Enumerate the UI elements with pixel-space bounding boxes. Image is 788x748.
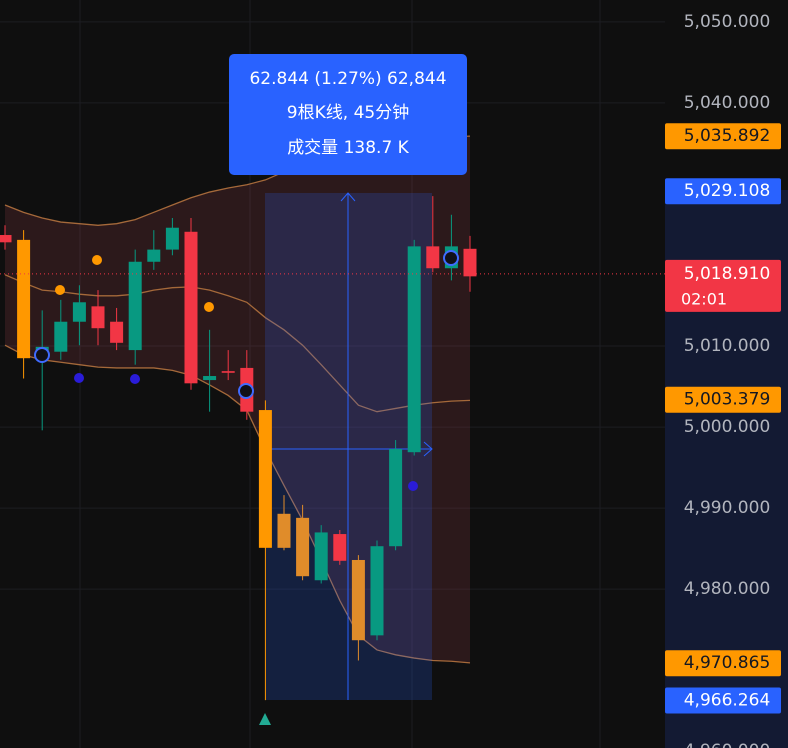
price-label-box	[665, 178, 781, 205]
signal-triangle	[259, 713, 271, 725]
y-tick-label: 5,040.000	[684, 93, 771, 113]
price-axis: 5,050.000 5,040.000 5,010.000 5,000.000 4,99…	[0, 12, 781, 748]
candle-body	[277, 513, 291, 548]
countdown: 02:01	[681, 289, 727, 308]
candle-body	[54, 321, 68, 352]
signal-dot	[74, 373, 84, 383]
tooltip-line: 9根K线, 45分钟	[287, 103, 409, 123]
price-label-box	[665, 386, 781, 413]
price-label: 5,018.910	[684, 264, 771, 284]
signals	[34, 250, 459, 725]
candle-body	[91, 306, 105, 329]
signal-ring	[443, 250, 459, 266]
y-tick-label: 5,000.000	[684, 417, 771, 437]
candle-body	[17, 239, 31, 359]
candle-body	[0, 235, 12, 243]
candle-body	[389, 448, 403, 547]
candle-body	[147, 249, 161, 262]
signal-dot	[55, 285, 65, 295]
price-label-box	[665, 123, 781, 150]
band-fill	[5, 136, 470, 663]
y-tick-label: 4,960.000	[684, 741, 771, 748]
price-label: 5,029.108	[684, 181, 771, 201]
y-tick-label: 5,050.000	[684, 12, 771, 32]
price-label: 4,970.865	[684, 653, 771, 673]
candle-body	[128, 261, 142, 351]
candle-body	[426, 246, 440, 269]
price-label: 5,003.379	[684, 390, 771, 410]
price-label-box	[665, 687, 781, 714]
price-label: 5,035.892	[684, 126, 771, 146]
tooltip-box	[229, 54, 467, 175]
candle-body	[407, 246, 421, 453]
candle-body	[296, 517, 310, 577]
candle-body	[370, 546, 384, 636]
candle-body	[221, 371, 235, 373]
measure-arrow-head	[340, 192, 356, 202]
band-line	[4, 274, 471, 413]
band-line	[4, 344, 471, 664]
price-label-box	[665, 259, 781, 312]
tooltip-line: 成交量 138.7 K	[287, 138, 409, 158]
signal-dot	[204, 302, 214, 312]
candle-body	[72, 302, 86, 322]
price-label-box	[665, 650, 781, 677]
candles	[0, 196, 477, 701]
tooltip: 62.844 (1.27%) 62,844 9根K线, 45分钟 成交量 138…	[229, 54, 467, 175]
tooltip-line: 62.844 (1.27%) 62,844	[249, 69, 446, 89]
candle-body	[258, 410, 272, 548]
measure-arrow-head	[423, 441, 433, 457]
signal-dot	[92, 255, 102, 265]
candle-body	[184, 231, 198, 384]
candle-body	[165, 227, 179, 250]
measure-box	[265, 192, 433, 700]
y-tick-label: 4,980.000	[684, 579, 771, 599]
signal-ring	[34, 347, 50, 363]
candle-body	[333, 534, 347, 561]
signal-dot	[408, 481, 418, 491]
signal-dot	[130, 374, 140, 384]
price-label: 4,966.264	[684, 690, 771, 710]
candle-body	[351, 559, 365, 641]
candle-body	[203, 376, 217, 381]
signal-ring	[238, 383, 254, 399]
candle-body	[314, 532, 328, 581]
y-tick-label: 4,990.000	[684, 498, 771, 518]
candle-body	[110, 321, 124, 343]
y-tick-label: 5,010.000	[684, 336, 771, 356]
candle-body	[463, 248, 477, 277]
